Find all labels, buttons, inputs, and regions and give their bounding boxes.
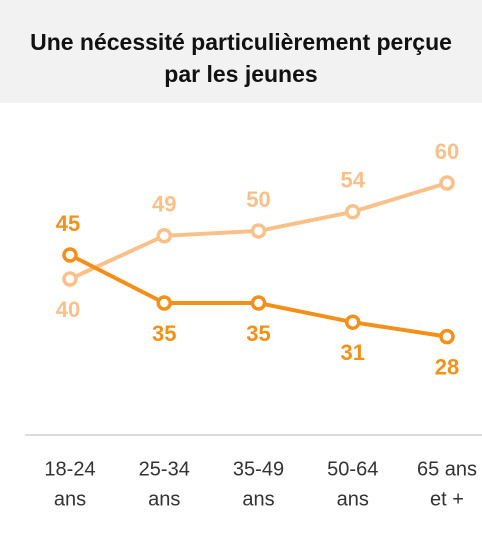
x-tick-label: 18-24 [44,458,95,480]
x-tick-label: 65 ans [417,458,477,480]
marker [156,228,172,244]
data-label: 45 [56,211,80,236]
marker [62,247,78,263]
marker [345,314,361,330]
x-tick-label: ans [148,488,180,510]
data-label: 35 [246,321,270,346]
x-tick-label: 35-49 [233,458,284,480]
marker [439,175,455,191]
data-label: 50 [246,187,270,212]
data-label: 40 [56,297,80,322]
marker [250,295,267,311]
data-label: 60 [435,139,459,164]
data-label: 28 [435,354,459,379]
x-tick-label: 50-64 [327,458,378,480]
data-label: 54 [341,168,366,193]
data-label: 35 [152,321,176,346]
data-label: 49 [152,192,176,217]
data-label: 31 [341,340,365,365]
x-tick-label: et + [430,488,464,510]
marker [250,223,267,239]
marker [345,204,361,220]
x-tick-label: ans [54,488,86,510]
marker [439,328,455,345]
x-tick-label: ans [337,488,369,510]
marker [156,295,172,311]
x-tick-label: 25-34 [139,458,190,480]
x-tick-label: ans [242,488,274,510]
chart-title: Une nécessité particulièrement perçue pa… [0,0,482,103]
marker [62,271,78,287]
